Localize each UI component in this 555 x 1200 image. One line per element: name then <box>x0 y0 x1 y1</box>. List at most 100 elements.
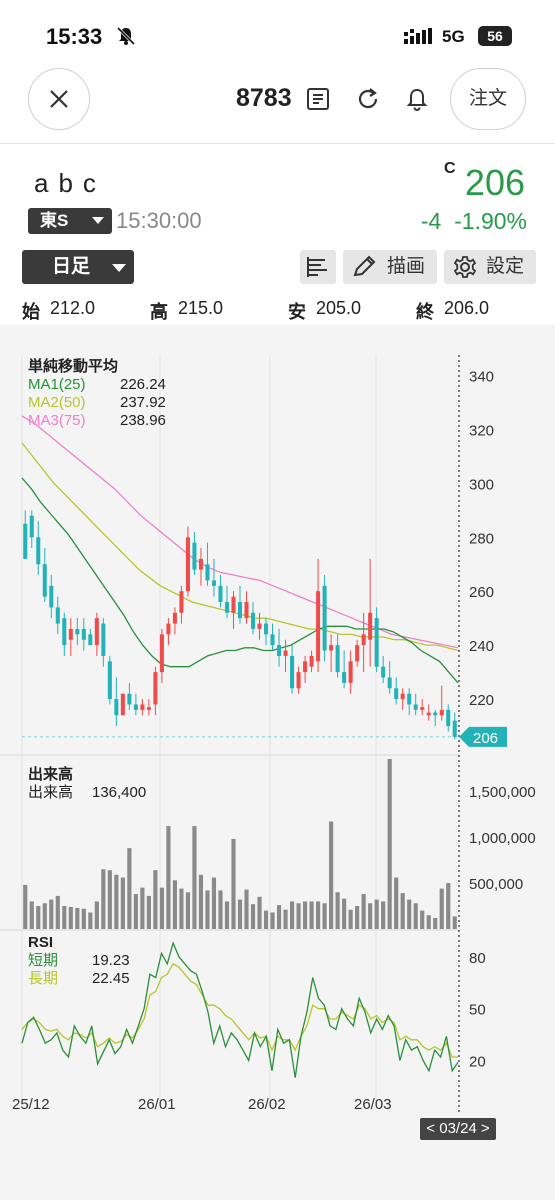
candle-body <box>179 591 184 613</box>
candle-body <box>88 634 93 646</box>
x-tick-label: 26/01 <box>138 1096 176 1113</box>
volume-value: 136,400 <box>92 784 147 801</box>
ma3-line <box>21 415 459 649</box>
signal-icon <box>404 28 432 44</box>
volume-bar <box>276 905 282 929</box>
rsi-long-line <box>21 962 458 1058</box>
volume-bar <box>159 887 164 929</box>
volume-bar <box>407 899 412 929</box>
close-icon <box>50 90 68 108</box>
stock-chart[interactable]: 340 320 300 280 260 240 220 206 1,500,000 1,000,0… <box>0 325 555 1115</box>
ma2-value: 237.92 <box>120 394 166 411</box>
high-key: 高 <box>150 302 168 322</box>
document-icon[interactable] <box>305 86 331 112</box>
candle-body <box>49 585 54 608</box>
y-tick-label: 340 <box>469 368 494 385</box>
current-price: 206 <box>464 162 525 203</box>
volume-bar <box>127 848 132 929</box>
chevron-down-icon <box>92 217 104 224</box>
ohlc-row: 始 212.0 高 215.0 安 205.0 終 206.0 <box>0 294 555 324</box>
volume-legend-row: 出来高 136,400 <box>28 784 146 802</box>
volume-bar <box>433 917 438 929</box>
volume-bar <box>107 870 112 929</box>
market-select[interactable]: 東S <box>28 208 112 234</box>
price-change: -4 -1.90% <box>421 208 527 235</box>
draw-label: 描画 <box>387 256 426 277</box>
rsi-tick-label: 20 <box>469 1053 486 1070</box>
bell-icon[interactable] <box>404 86 430 112</box>
cursor-date-badge[interactable]: < 03/24 > <box>420 1118 496 1140</box>
candle-body <box>374 618 379 667</box>
rsi-legend: RSI 短期 19.23 長期 22.45 <box>28 934 130 988</box>
bars-icon <box>307 257 327 277</box>
candle-body <box>127 693 132 705</box>
volume-bar <box>88 912 93 929</box>
volume-bar <box>185 892 191 929</box>
volume-bar <box>400 893 405 929</box>
candle-body <box>361 634 366 646</box>
volume-bar <box>192 826 197 929</box>
close-value: 206.0 <box>444 298 490 318</box>
candle-body <box>296 672 301 689</box>
volume-bar <box>283 909 288 929</box>
volume-bar <box>381 901 386 929</box>
volume-bar <box>133 894 138 929</box>
volume-bar <box>205 890 210 929</box>
candle-body <box>101 623 106 656</box>
rsi-tick-label: 50 <box>469 1002 486 1019</box>
candle-body <box>420 707 425 710</box>
ma3-value: 238.96 <box>120 412 166 429</box>
volume-legend: 出来高 出来高 136,400 <box>28 766 146 802</box>
rsi-long-value: 22.45 <box>92 970 130 987</box>
draw-button[interactable]: 描画 <box>343 250 437 284</box>
chart-area[interactable] <box>0 325 555 1115</box>
open-key: 始 <box>22 302 40 322</box>
volume-bar <box>81 908 86 929</box>
candle-body <box>231 596 236 613</box>
volume-bar <box>179 888 184 929</box>
chevron-down-icon <box>112 264 126 272</box>
refresh-icon[interactable] <box>355 86 381 112</box>
volume-bar <box>101 869 106 929</box>
ma3-legend: MA3(75) 238.96 <box>28 412 166 430</box>
volume-bar <box>62 906 67 929</box>
candle-body <box>114 699 119 716</box>
rsi-legend-title: RSI <box>28 934 54 951</box>
network-type: 5G <box>442 27 465 46</box>
candle-body <box>55 607 60 624</box>
candle-body <box>264 623 269 635</box>
candle-body <box>342 672 347 683</box>
period-select[interactable]: 日足 <box>22 250 134 284</box>
volume-label: 出来高 <box>28 784 74 801</box>
candle-body <box>387 677 392 689</box>
y-tick-label: 220 <box>469 692 494 709</box>
volume-bar <box>237 899 243 929</box>
y-tick-label: 240 <box>469 638 494 655</box>
volume-bar <box>36 906 41 929</box>
candle-body <box>42 564 47 597</box>
candle-body <box>185 537 190 592</box>
volume-bar <box>49 899 54 929</box>
open-value: 212.0 <box>50 298 96 318</box>
candle-body <box>107 661 112 700</box>
volume-bar <box>309 901 314 929</box>
candle-body <box>335 645 340 673</box>
close-button[interactable] <box>28 68 90 130</box>
volume-bar <box>153 870 158 929</box>
stock-name: abc <box>34 168 106 198</box>
volume-bar <box>348 909 353 929</box>
candle-body <box>426 712 431 716</box>
last-price-label: 206 <box>473 730 498 747</box>
volume-bar <box>140 887 145 929</box>
volume-bar <box>322 903 327 929</box>
candle-body <box>237 601 243 619</box>
x-tick-label: 25/12 <box>12 1096 50 1113</box>
ma1-label: MA1(25) <box>28 376 86 393</box>
candle-body <box>159 634 164 673</box>
ma3-label: MA3(75) <box>28 412 86 429</box>
order-button[interactable]: 注文 <box>450 68 526 130</box>
candle-body <box>303 661 308 673</box>
candle-body <box>413 704 418 710</box>
indicator-button[interactable] <box>300 250 336 284</box>
settings-button[interactable]: 設定 <box>444 250 536 284</box>
